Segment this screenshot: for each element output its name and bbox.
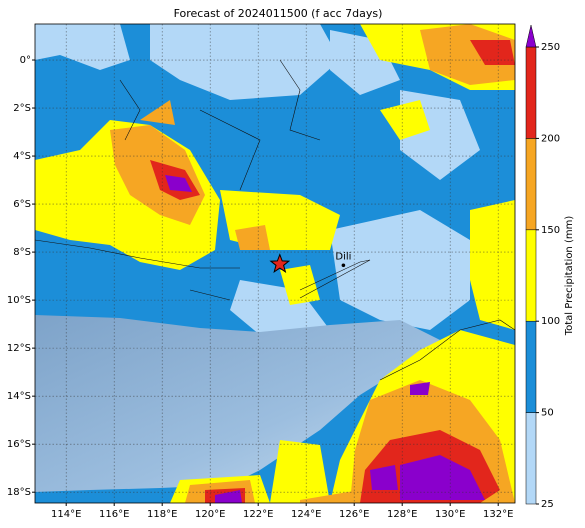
no-precip-area [35, 315, 440, 492]
colorbar-segment [525, 229, 537, 322]
colorbar-tick-label: 250 [541, 42, 560, 53]
precip-field [35, 24, 515, 503]
graticule: 114°E 116°E 118°E 120°E 122°E 124°E 126°E 128°E… [7, 24, 515, 520]
lat-tick-label: 8°S [13, 247, 31, 258]
lat-tick-label: 0° [20, 55, 31, 66]
lon-tick-label: 118°E [147, 509, 177, 520]
lat-tick-label: 2°S [13, 103, 31, 114]
lat-tick-label: 6°S [13, 199, 31, 210]
lat-tick-label: 14°S [7, 391, 31, 402]
map-frame [34, 23, 516, 504]
precip-over-250 [165, 175, 485, 503]
lon-tick-label: 132°E [483, 509, 513, 520]
lon-tick-label: 130°E [435, 509, 465, 520]
lat-tick-label: 16°S [7, 439, 31, 450]
place-dot [341, 263, 346, 268]
colorbar: 25 50 100 150 200 250 Total Precipitation (mm) [525, 24, 575, 510]
lon-tick-label: 126°E [339, 509, 369, 520]
lon-tick-label: 128°E [387, 509, 417, 520]
colorbar-tick-label: 100 [541, 316, 560, 327]
place-label: Dili [335, 251, 351, 262]
colorbar-tick-label: 200 [541, 133, 560, 144]
colorbar-segment [525, 46, 537, 139]
colorbar-tick-label: 25 [541, 499, 554, 510]
lat-tick-label: 4°S [13, 151, 31, 162]
lon-tick-label: 122°E [243, 509, 273, 520]
colorbar-tick-label: 150 [541, 225, 560, 236]
colorbar-segment [525, 138, 537, 231]
lat-tick-label: 18°S [7, 487, 31, 498]
lat-tick-label: 12°S [7, 343, 31, 354]
lon-tick-label: 120°E [195, 509, 225, 520]
colorbar-tick-label: 50 [541, 408, 554, 419]
lon-tick-label: 114°E [51, 509, 81, 520]
colorbar-extend [525, 24, 537, 48]
colorbar-segment [525, 320, 537, 413]
star-marker [269, 253, 291, 273]
precip-150-200 [110, 24, 515, 503]
lat-tick-label: 10°S [7, 295, 31, 306]
map-title: Forecast of 2024011500 (f acc 7days) [174, 7, 383, 20]
colorbar-segment [525, 412, 537, 505]
colorbar-label: Total Precipitation (mm) [564, 216, 575, 337]
lon-tick-label: 116°E [99, 509, 129, 520]
lon-tick-label: 124°E [291, 509, 321, 520]
precip-200-250 [150, 40, 515, 503]
precip-25-50 [35, 24, 480, 335]
